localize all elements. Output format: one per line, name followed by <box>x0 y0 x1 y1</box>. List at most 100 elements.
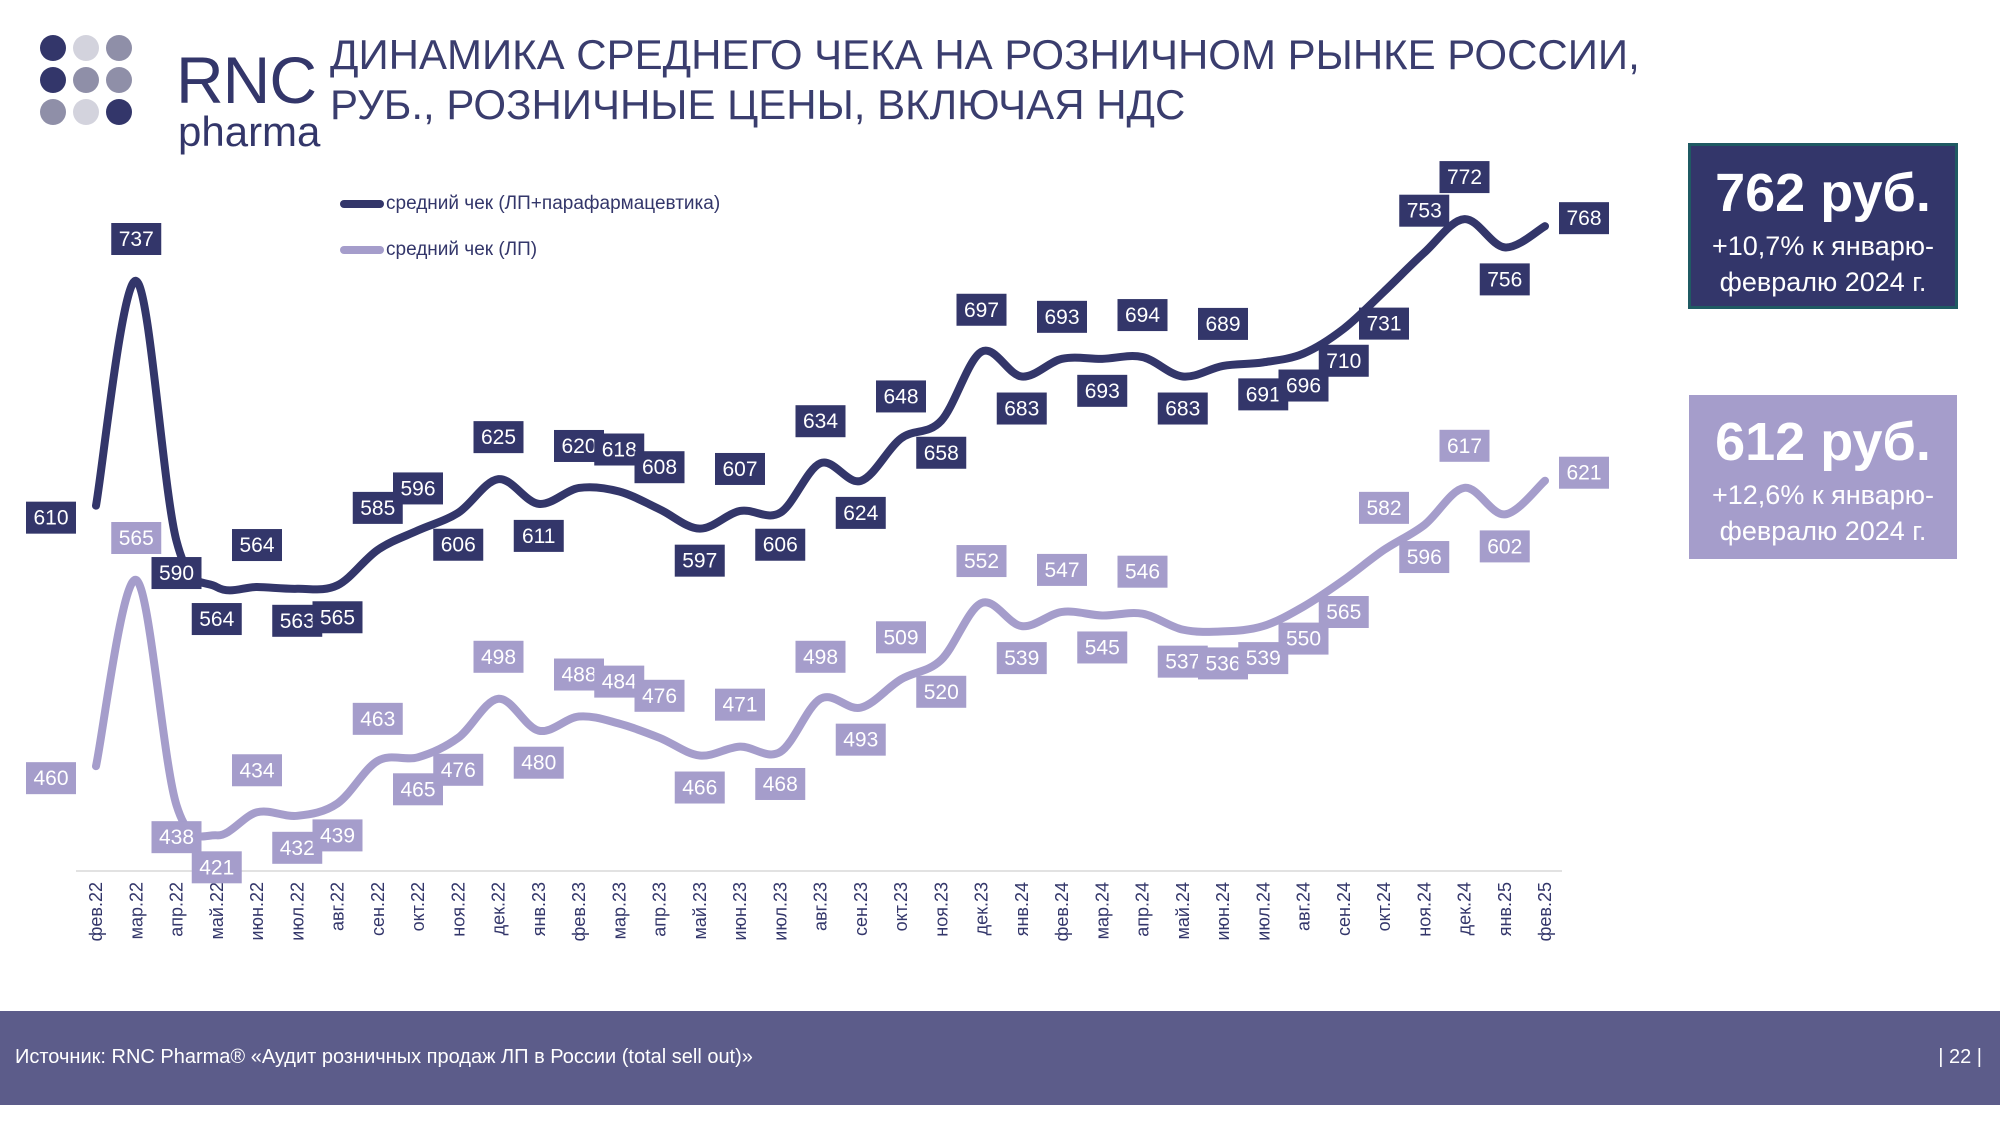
title-line-2: РУБ., РОЗНИЧНЫЕ ЦЕНЫ, ВКЛЮЧАЯ НДС <box>330 81 1186 128</box>
data-label-box <box>755 767 806 800</box>
data-label: 737 <box>119 228 154 251</box>
data-label-box <box>191 851 242 884</box>
line-chart: фев.22 мар.22 апр.22 май.22 июн.22 июл.22 авг.… <box>26 161 1609 941</box>
legend-label: средний чек (ЛП) <box>386 239 538 260</box>
data-label-box <box>473 421 524 454</box>
x-tick-label: июн.23 <box>730 882 750 941</box>
data-label-box <box>1359 491 1409 524</box>
data-label: 710 <box>1326 350 1361 373</box>
data-label-box <box>1037 553 1087 586</box>
x-tick-label: сен.24 <box>1334 882 1354 936</box>
data-label: 550 <box>1286 628 1321 651</box>
data-label-box <box>835 496 886 529</box>
data-label: 596 <box>400 477 435 500</box>
data-label: 460 <box>33 767 68 790</box>
x-tick-label: июн.22 <box>247 882 267 941</box>
data-label-box <box>916 436 967 469</box>
data-label: 493 <box>843 729 878 752</box>
data-label: 596 <box>1407 546 1442 569</box>
data-label: 697 <box>964 299 999 322</box>
data-label: 488 <box>561 664 596 687</box>
series-line-0 <box>92 215 1549 595</box>
x-tick-label: ноя.24 <box>1414 882 1434 937</box>
data-label: 611 <box>522 525 555 548</box>
data-label-box <box>996 642 1047 675</box>
x-tick-label: авг.24 <box>1294 882 1314 931</box>
x-tick-label: окт.23 <box>891 882 911 931</box>
x-tick-label: апр.24 <box>1133 882 1153 937</box>
data-label-box <box>674 544 725 577</box>
data-label-box <box>312 601 363 634</box>
data-label: 547 <box>1044 559 1079 582</box>
data-label: 520 <box>924 681 959 704</box>
data-label-box <box>1318 344 1369 377</box>
data-label: 484 <box>602 671 637 694</box>
data-label: 597 <box>682 550 717 573</box>
data-label-box <box>1479 263 1530 296</box>
data-label: 606 <box>441 534 476 557</box>
x-tick-label: апр.23 <box>650 882 670 937</box>
data-label-box <box>433 753 484 786</box>
data-label-box <box>1077 374 1128 407</box>
data-label-box <box>835 723 886 756</box>
data-label-box <box>715 452 765 485</box>
x-tick-label: май.24 <box>1173 882 1193 939</box>
logo-brand: RNC <box>176 43 317 117</box>
data-label: 618 <box>602 439 637 462</box>
legend-item-total: средний чек (ЛП+парафармацевтика) <box>340 190 720 218</box>
data-label-box <box>151 557 202 590</box>
x-tick-label: фев.22 <box>86 882 106 941</box>
data-label: 432 <box>280 837 315 860</box>
data-label-box <box>876 380 926 413</box>
data-label-box <box>312 819 363 852</box>
data-label-box <box>1318 596 1369 628</box>
data-label: 565 <box>320 606 355 629</box>
data-label: 565 <box>119 527 154 550</box>
x-tick-label: июн.24 <box>1213 882 1233 941</box>
data-label: 731 <box>1366 313 1401 336</box>
data-label-box <box>191 603 242 636</box>
kpi-period: февралю 2024 г. <box>1719 516 1927 546</box>
x-tick-label: авг.23 <box>811 882 831 931</box>
data-label-box <box>956 293 1007 326</box>
data-label: 602 <box>1487 535 1522 558</box>
data-label: 634 <box>803 410 838 433</box>
data-label: 466 <box>682 777 717 800</box>
data-label: 438 <box>159 826 194 849</box>
data-label: 693 <box>1085 380 1120 403</box>
data-label-box <box>1479 530 1530 563</box>
data-label-box <box>956 545 1007 578</box>
legend-item-drugs: средний чек (ЛП) <box>340 236 720 264</box>
x-tick-label: мар.22 <box>126 882 146 939</box>
page-title: ДИНАМИКА СРЕДНЕГО ЧЕКА НА РОЗНИЧНОМ РЫНК… <box>330 30 1640 130</box>
data-label: 768 <box>1566 207 1601 230</box>
data-label-box <box>795 640 846 673</box>
kpi-box-drugs: 612 руб. +12,6% к январю- февралю 2024 г… <box>1689 395 1957 559</box>
kpi-change: +12,6% к январю- <box>1712 480 1934 510</box>
data-label-box <box>393 472 443 505</box>
data-label: 696 <box>1286 375 1321 398</box>
legend-swatch <box>340 200 384 208</box>
data-label: 545 <box>1085 636 1120 659</box>
kpi-box-total: 762 руб. +10,7% к январю- февралю 2024 г… <box>1688 143 1958 309</box>
data-label-box <box>1117 299 1168 332</box>
data-label: 539 <box>1246 647 1281 670</box>
data-label: 536 <box>1205 652 1240 675</box>
data-label-box <box>433 528 484 561</box>
data-label: 689 <box>1205 313 1240 336</box>
x-tick-label: май.22 <box>207 882 227 939</box>
data-label-box <box>232 754 282 787</box>
data-label-box <box>1399 541 1450 574</box>
page-number: | 22 | <box>1938 1046 1982 1068</box>
data-label-box <box>26 762 76 795</box>
x-tick-label: янв.25 <box>1495 882 1515 936</box>
source-note: Источник: RNC Pharma® «Аудит розничных п… <box>15 1046 753 1068</box>
logo-sub: pharma <box>178 108 321 155</box>
data-label: 564 <box>199 608 234 631</box>
data-label: 585 <box>360 497 395 520</box>
data-label-box <box>916 675 967 708</box>
data-label-box <box>634 451 685 484</box>
x-tick-label: янв.23 <box>529 882 549 936</box>
footer-bar: Источник: RNC Pharma® «Аудит розничных п… <box>0 1011 2000 1105</box>
data-label: 468 <box>763 773 798 796</box>
